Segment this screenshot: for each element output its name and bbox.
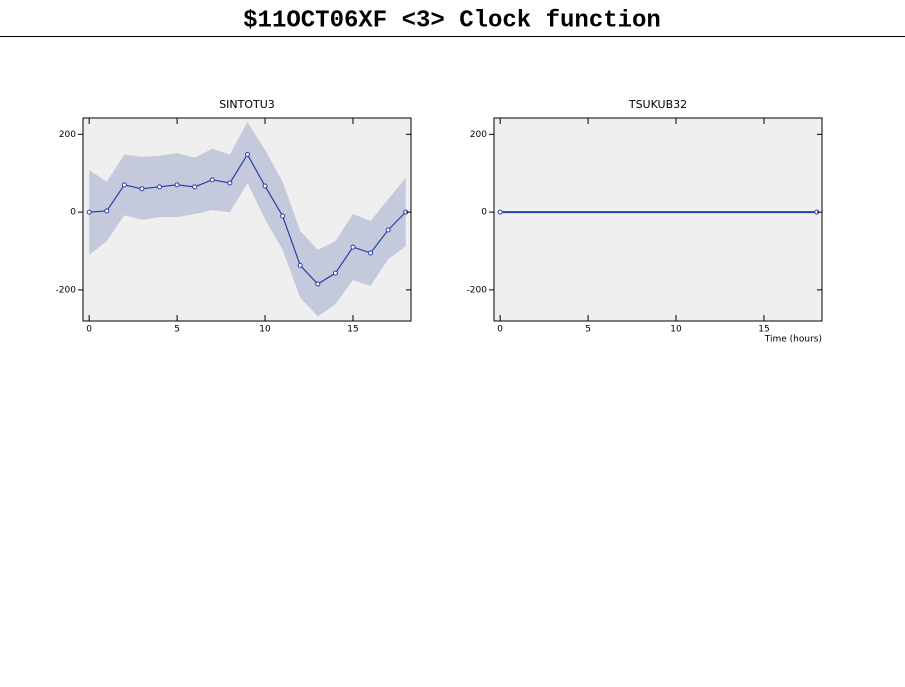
y-tick-label: 0 (70, 208, 76, 218)
point (297, 262, 303, 268)
point (139, 186, 145, 192)
plot-area (494, 118, 822, 321)
point (209, 177, 215, 183)
y-tick-label: -200 (56, 285, 77, 295)
point (385, 227, 391, 233)
point (192, 184, 198, 190)
point (262, 183, 268, 189)
point (104, 208, 110, 214)
x-tick-label: 0 (497, 325, 503, 335)
x-tick-label: 5 (174, 325, 180, 335)
y-tick-label: 0 (481, 208, 487, 218)
point (227, 180, 233, 186)
point (497, 209, 503, 215)
point (332, 270, 338, 276)
point (350, 244, 356, 250)
error-band (89, 121, 406, 317)
point (244, 152, 250, 158)
x-tick-label: 15 (758, 325, 769, 335)
y-tick-label: -200 (467, 285, 488, 295)
y-tick-label: 200 (470, 130, 487, 140)
point (157, 184, 163, 190)
point (315, 281, 321, 287)
point (86, 209, 92, 215)
plot-frame (493, 117, 823, 322)
chart-title: SINTOTU3 (219, 98, 275, 111)
x-tick-label: 5 (585, 325, 591, 335)
point (121, 182, 127, 188)
x-tick-label: 0 (86, 325, 92, 335)
y-tick-label: 200 (59, 130, 76, 140)
x-axis-label: Time (hours) (764, 335, 822, 345)
page-title: $11OCT06XF <3> Clock function (243, 7, 661, 34)
point (174, 182, 180, 188)
x-tick-label: 10 (670, 325, 682, 335)
x-tick-label: 10 (259, 325, 271, 335)
x-tick-label: 15 (347, 325, 358, 335)
chart-title: TSUKUB32 (628, 98, 687, 111)
point (280, 213, 286, 219)
plot-frame (82, 117, 412, 322)
point (368, 250, 374, 256)
